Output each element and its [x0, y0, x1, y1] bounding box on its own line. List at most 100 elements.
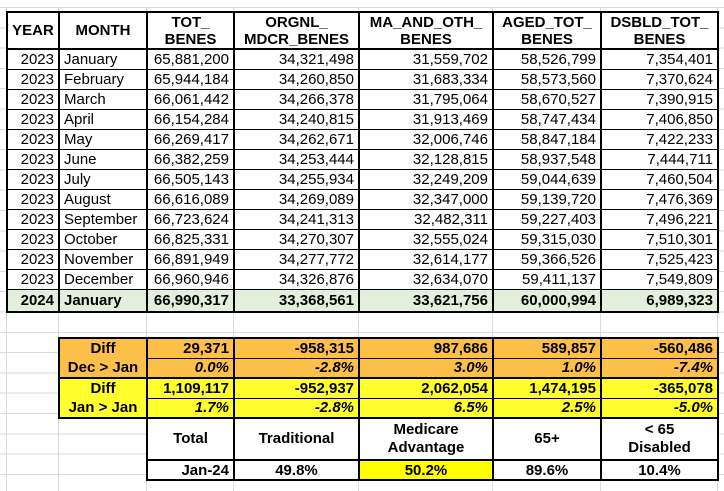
cell-year[interactable]: 2023: [6, 88, 59, 109]
summary-cell-under-65-disabled-pct[interactable]: 10.4%: [600, 459, 718, 480]
cell-tot-benes[interactable]: 66,616,089: [146, 188, 234, 209]
cell-ma-and-oth-benes[interactable]: 32,555,024: [358, 228, 493, 249]
diff-pct-orgnl-mdcr-benes[interactable]: -2.8%: [233, 357, 359, 378]
cell-year[interactable]: 2023: [6, 128, 59, 149]
diff-pct-aged-tot-benes[interactable]: 2.5%: [492, 397, 601, 418]
cell-tot-benes[interactable]: 66,825,331: [146, 228, 234, 249]
diff-cell-aged-tot-benes[interactable]: 1,474,195: [492, 377, 601, 398]
cell-dsbld-tot-benes[interactable]: 6,989,323: [600, 288, 718, 312]
cell-dsbld-tot-benes[interactable]: 7,496,221: [600, 208, 718, 229]
cell-orgnl-mdcr-benes[interactable]: 34,270,307: [233, 228, 359, 249]
diff-cell-dsbld-tot-benes[interactable]: -560,486: [600, 337, 718, 358]
cell-ma-and-oth-benes[interactable]: 32,482,311: [358, 208, 493, 229]
cell-ma-and-oth-benes[interactable]: 32,634,070: [358, 268, 493, 289]
cell-ma-and-oth-benes[interactable]: 32,249,209: [358, 168, 493, 189]
cell-aged-tot-benes[interactable]: 59,139,720: [492, 188, 601, 209]
summary-header-traditional[interactable]: Traditional: [233, 417, 359, 461]
cell-year[interactable]: 2023: [6, 148, 59, 169]
cell-aged-tot-benes[interactable]: 59,227,403: [492, 208, 601, 229]
cell-dsbld-tot-benes[interactable]: 7,460,504: [600, 168, 718, 189]
cell-ma-and-oth-benes[interactable]: 32,347,000: [358, 188, 493, 209]
cell-year[interactable]: 2023: [6, 188, 59, 209]
summary-cell-medicare-advantage-pct[interactable]: 50.2%: [358, 459, 493, 480]
summary-cell-65-plus-pct[interactable]: 89.6%: [492, 459, 601, 480]
cell-orgnl-mdcr-benes[interactable]: 34,260,850: [233, 68, 359, 89]
cell-aged-tot-benes[interactable]: 58,573,560: [492, 68, 601, 89]
cell-year[interactable]: 2023: [6, 208, 59, 229]
cell-orgnl-mdcr-benes[interactable]: 34,262,671: [233, 128, 359, 149]
diff-pct-aged-tot-benes[interactable]: 1.0%: [492, 357, 601, 378]
cell-year[interactable]: 2023: [6, 168, 59, 189]
summary-cell-period[interactable]: Jan-24: [146, 459, 234, 480]
cell-aged-tot-benes[interactable]: 60,000,994: [492, 288, 601, 312]
cell-ma-and-oth-benes[interactable]: 31,559,702: [358, 48, 493, 69]
cell-dsbld-tot-benes[interactable]: 7,370,624: [600, 68, 718, 89]
cell-aged-tot-benes[interactable]: 58,747,434: [492, 108, 601, 129]
diff-jan-jan-label[interactable]: Diff Jan > Jan: [58, 377, 147, 418]
cell-month[interactable]: January: [58, 288, 147, 312]
cell-dsbld-tot-benes[interactable]: 7,476,369: [600, 188, 718, 209]
diff-cell-orgnl-mdcr-benes[interactable]: -952,937: [233, 377, 359, 398]
cell-tot-benes[interactable]: 66,723,624: [146, 208, 234, 229]
cell-dsbld-tot-benes[interactable]: 7,406,850: [600, 108, 718, 129]
cell-tot-benes[interactable]: 66,061,442: [146, 88, 234, 109]
summary-cell-traditional-pct[interactable]: 49.8%: [233, 459, 359, 480]
cell-aged-tot-benes[interactable]: 59,044,639: [492, 168, 601, 189]
cell-orgnl-mdcr-benes[interactable]: 34,253,444: [233, 148, 359, 169]
cell-tot-benes[interactable]: 66,154,284: [146, 108, 234, 129]
cell-dsbld-tot-benes[interactable]: 7,422,233: [600, 128, 718, 149]
header-cell-orgnl-mdcr-benes[interactable]: ORGNL_ MDCR_BENES: [233, 11, 359, 50]
cell-year[interactable]: 2023: [6, 248, 59, 269]
summary-header-medicare-advantage[interactable]: Medicare Advantage: [358, 417, 493, 461]
cell-orgnl-mdcr-benes[interactable]: 34,266,378: [233, 88, 359, 109]
diff-pct-ma-and-oth-benes[interactable]: 3.0%: [358, 357, 493, 378]
diff-dec-jan-label[interactable]: Diff Dec > Jan: [58, 337, 147, 378]
cell-orgnl-mdcr-benes[interactable]: 34,277,772: [233, 248, 359, 269]
cell-aged-tot-benes[interactable]: 58,670,527: [492, 88, 601, 109]
cell-tot-benes[interactable]: 66,269,417: [146, 128, 234, 149]
cell-ma-and-oth-benes[interactable]: 32,128,815: [358, 148, 493, 169]
cell-year[interactable]: 2023: [6, 228, 59, 249]
cell-dsbld-tot-benes[interactable]: 7,510,301: [600, 228, 718, 249]
summary-header-65-plus[interactable]: 65+: [492, 417, 601, 461]
cell-tot-benes[interactable]: 66,505,143: [146, 168, 234, 189]
cell-orgnl-mdcr-benes[interactable]: 34,321,498: [233, 48, 359, 69]
summary-header-under-65-disabled[interactable]: < 65 Disabled: [600, 417, 718, 461]
cell-orgnl-mdcr-benes[interactable]: 34,240,815: [233, 108, 359, 129]
cell-month[interactable]: June: [58, 148, 147, 169]
cell-month[interactable]: August: [58, 188, 147, 209]
cell-ma-and-oth-benes[interactable]: 32,614,177: [358, 248, 493, 269]
cell-month[interactable]: October: [58, 228, 147, 249]
cell-tot-benes[interactable]: 66,990,317: [146, 288, 234, 312]
cell-aged-tot-benes[interactable]: 59,366,526: [492, 248, 601, 269]
cell-year[interactable]: 2023: [6, 108, 59, 129]
diff-pct-ma-and-oth-benes[interactable]: 6.5%: [358, 397, 493, 418]
diff-cell-aged-tot-benes[interactable]: 589,857: [492, 337, 601, 358]
summary-header-total[interactable]: Total: [146, 417, 234, 461]
cell-tot-benes[interactable]: 65,881,200: [146, 48, 234, 69]
diff-cell-orgnl-mdcr-benes[interactable]: -958,315: [233, 337, 359, 358]
diff-cell-ma-and-oth-benes[interactable]: 2,062,054: [358, 377, 493, 398]
cell-ma-and-oth-benes[interactable]: 31,795,064: [358, 88, 493, 109]
cell-year[interactable]: 2023: [6, 68, 59, 89]
header-cell-dsbld-tot-benes[interactable]: DSBLD_TOT_ BENES: [600, 11, 718, 50]
cell-ma-and-oth-benes[interactable]: 31,913,469: [358, 108, 493, 129]
header-cell-tot-benes[interactable]: TOT_ BENES: [146, 11, 234, 50]
cell-aged-tot-benes[interactable]: 58,526,799: [492, 48, 601, 69]
cell-month[interactable]: May: [58, 128, 147, 149]
cell-tot-benes[interactable]: 66,960,946: [146, 268, 234, 289]
header-cell-month[interactable]: MONTH: [58, 11, 147, 50]
header-cell-ma-and-oth-benes[interactable]: MA_AND_OTH_ BENES: [358, 11, 493, 50]
cell-month[interactable]: November: [58, 248, 147, 269]
cell-ma-and-oth-benes[interactable]: 31,683,334: [358, 68, 493, 89]
cell-month[interactable]: January: [58, 48, 147, 69]
header-cell-year[interactable]: YEAR: [6, 11, 59, 50]
cell-orgnl-mdcr-benes[interactable]: 34,269,089: [233, 188, 359, 209]
cell-orgnl-mdcr-benes[interactable]: 33,368,561: [233, 288, 359, 312]
diff-cell-dsbld-tot-benes[interactable]: -365,078: [600, 377, 718, 398]
diff-pct-tot-benes[interactable]: 1.7%: [146, 397, 234, 418]
cell-tot-benes[interactable]: 66,382,259: [146, 148, 234, 169]
cell-month[interactable]: February: [58, 68, 147, 89]
cell-dsbld-tot-benes[interactable]: 7,354,401: [600, 48, 718, 69]
cell-month[interactable]: April: [58, 108, 147, 129]
